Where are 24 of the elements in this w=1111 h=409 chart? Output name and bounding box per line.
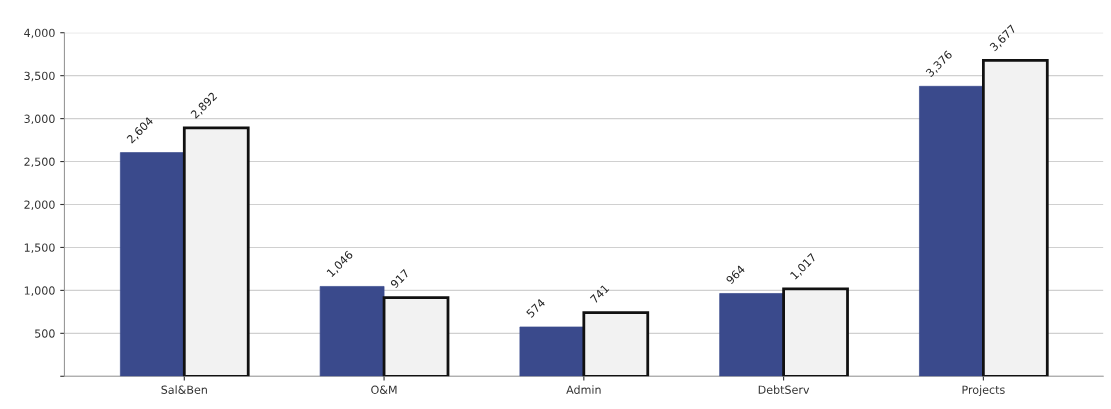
bar (120, 152, 185, 377)
y-tick-label: 1,500 (24, 243, 55, 253)
y-tick-label: 500 (35, 329, 55, 338)
bar (382, 296, 450, 377)
data-label: 741 (589, 284, 610, 304)
bar (182, 126, 250, 377)
bar (981, 59, 1049, 377)
y-tick-label: 2,500 (24, 157, 55, 168)
bar (519, 326, 585, 377)
y-tick-label: 2,000 (24, 200, 55, 211)
y-tick-label: 4,000 (24, 28, 55, 39)
x-tick-label: Projects (962, 385, 1005, 397)
y-tick-label: 3,500 (24, 71, 55, 82)
y-tick-label: 1,000 (24, 286, 55, 296)
x-tick-label: Sal&Ben (161, 385, 207, 394)
bar (919, 85, 984, 377)
bar (582, 311, 650, 377)
bar (782, 287, 849, 377)
x-tick-label: O&M (371, 385, 397, 394)
y-tick-label: 3,000 (24, 114, 55, 125)
x-tick-label: DebtServ (758, 385, 810, 394)
bar (719, 293, 784, 377)
x-tick-label: Admin (566, 385, 601, 394)
bar (319, 286, 385, 377)
